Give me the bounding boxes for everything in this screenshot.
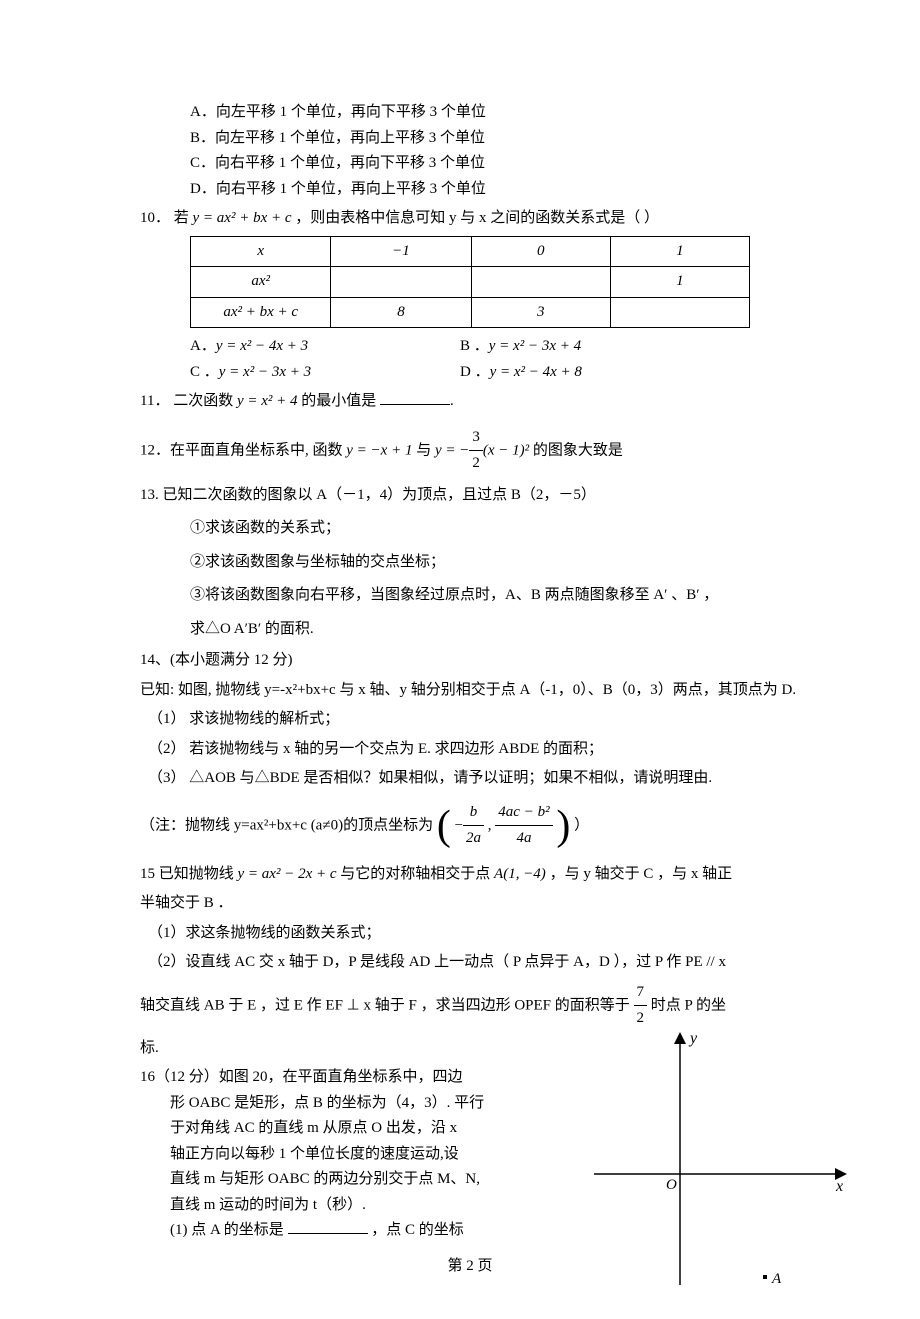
- q14-t: 14、(本小题满分 12 分): [140, 648, 800, 674]
- q15-A: A(1, −4): [494, 866, 546, 882]
- lparen-icon: (: [437, 805, 451, 847]
- q14-f1: b2a: [463, 800, 484, 852]
- rparen-icon: ): [556, 805, 570, 847]
- q15-frac: 72: [634, 980, 648, 1032]
- q15-pre: 15 已知抛物线: [140, 866, 238, 882]
- q14-p3: （3） △AOB 与△BDE 是否相似？如果相似，请予以证明；如果不相似，请说明…: [148, 766, 800, 792]
- q15-p2b: 轴交直线 AB 于 E ，过 E 作 EF ⊥ x 轴于 F ，求当四边形 OP…: [140, 980, 800, 1032]
- coord-figure: x y O A: [590, 1029, 850, 1289]
- q16-l2: 形 OABC 是矩形，点 B 的坐标为（4，3）. 平行: [170, 1091, 520, 1117]
- q15-l1: 15 已知抛物线 y = ax² − 2x + c 与它的对称轴相交于点 A(1…: [140, 862, 800, 888]
- q14-f1n: b: [463, 800, 484, 827]
- q10-d-e: y = x² − 4x + 8: [490, 364, 582, 380]
- t-r1c1: x: [191, 236, 331, 267]
- t-r3c4: [610, 297, 749, 328]
- q11: 11． 二次函数 y = x² + 4 的最小值是 .: [140, 389, 800, 415]
- q16-p1: (1) 点 A 的坐标是 ，点 C 的坐标: [170, 1218, 520, 1244]
- q10-a-e: y = x² − 4x + 3: [216, 338, 308, 354]
- t-r2c4: 1: [610, 267, 749, 298]
- q10-stem: 10． 若 y = ax² + bx + c ，则由表格中信息可知 y 与 x …: [140, 206, 800, 232]
- q14-s1: 已知: 如图, 抛物线 y=-x²+bx+c 与 x 轴、y 轴分别相交于点 A…: [140, 678, 800, 704]
- q13-p2: ②求该函数图象与坐标轴的交点坐标；: [190, 550, 800, 576]
- q15-p1: （1）求这条抛物线的函数关系式；: [148, 921, 800, 947]
- point-a-label: A: [771, 1271, 782, 1287]
- q11-blank: [380, 389, 450, 405]
- q14-f2n: 4ac − b²: [495, 800, 552, 827]
- q16-p1-pre: (1) 点 A 的坐标是: [170, 1222, 284, 1238]
- q16-l5: 直线 m 与矩形 OABC 的两边分别交于点 M、N,: [170, 1167, 520, 1193]
- t-r2c1: ax²: [191, 267, 331, 298]
- q12-frac-n: 3: [469, 425, 483, 452]
- q11-post: 的最小值是: [301, 393, 376, 409]
- q12-post: 的图象大致是: [533, 442, 623, 458]
- q12-mid: 与: [416, 442, 435, 458]
- q14-p2: （2） 若该抛物线与 x 轴的另一个交点为 E. 求四边形 ABDE 的面积；: [148, 737, 800, 763]
- q14-p1: （1） 求该抛物线的解析式；: [148, 707, 800, 733]
- q10-b-l: B ．: [460, 338, 489, 354]
- q13-p1: ①求该函数的关系式；: [190, 516, 800, 542]
- q15-mid2: ，与 y 轴交于 C ，与 x 轴正: [550, 866, 733, 882]
- q12-e1: y = −x + 1: [346, 442, 412, 458]
- q10-b-e: y = x² − 3x + 4: [489, 338, 581, 354]
- q15-expr: y = ax² − 2x + c: [238, 866, 337, 882]
- q15-l2: 半轴交于 B ．: [140, 891, 800, 917]
- q15-mid1: 与它的对称轴相交于点: [340, 866, 494, 882]
- q10-d-l: D ．: [460, 364, 490, 380]
- q16-l4: 轴正方向以每秒 1 个单位长度的速度运动,设: [170, 1142, 520, 1168]
- q15-p2a: （2）设直线 AC 交 x 轴于 D，P 是线段 AD 上一动点（ P 点异于 …: [148, 950, 800, 976]
- q11-expr: y = x² + 4: [237, 393, 298, 409]
- q15-p2b-pre: 轴交直线 AB 于 E ，过 E 作 EF ⊥ x 轴于 F ，求当四边形 OP…: [140, 997, 634, 1013]
- t-r3c1: ax² + bx + c: [191, 297, 331, 328]
- q15-fd: 2: [634, 1006, 648, 1032]
- q16-blank-a: [288, 1218, 368, 1234]
- q10-stem-expr: y = ax² + bx + c: [193, 210, 292, 226]
- q16-l3: 于对角线 AC 的直线 m 从原点 O 出发，沿 x: [170, 1116, 520, 1142]
- q9-opt-d: D．向右平移 1 个单位，再向上平移 3 个单位: [190, 177, 800, 203]
- t-r3c3: 3: [471, 297, 610, 328]
- q10-c-l: C ．: [190, 364, 219, 380]
- origin-label: O: [666, 1177, 677, 1193]
- q14-f1d: 2a: [463, 826, 484, 852]
- q10-a-l: A．: [190, 338, 216, 354]
- q13-stem: 13. 已知二次函数的图象以 A（－1，4）为顶点，且过点 B（2，－5）: [140, 483, 800, 509]
- q16-p1-mid: ，点 C 的坐标: [371, 1222, 464, 1238]
- q13-p3: ③将该函数图象向右平移，当图象经过原点时，A、B 两点随图象移至 A′ 、B′ …: [190, 583, 800, 609]
- q9-opt-c: C．向右平移 1 个单位，再向下平移 3 个单位: [190, 151, 800, 177]
- point-a-marker: [763, 1275, 767, 1279]
- t-r1c2: −1: [331, 236, 471, 267]
- t-r2c3: [471, 267, 610, 298]
- q14-note-pre: （注：抛物线 y=ax²+bx+c (a≠0)的顶点坐标为: [140, 817, 433, 833]
- q16-l6: 直线 m 运动的时间为 t（秒）.: [170, 1193, 520, 1219]
- q14-f2d: 4a: [495, 826, 552, 852]
- t-r1c3: 0: [471, 236, 610, 267]
- q9-opt-b: B．向左平移 1 个单位，再向上平移 3 个单位: [190, 126, 800, 152]
- t-r2c2: [331, 267, 471, 298]
- q10-row-ab: A．y = x² − 4x + 3 B ．y = x² − 3x + 4: [140, 334, 800, 360]
- t-r3c2: 8: [331, 297, 471, 328]
- q15-p2b-post: 时点 P 的坐: [651, 997, 726, 1013]
- t-r1c4: 1: [610, 236, 749, 267]
- q14-f2: 4ac − b²4a: [495, 800, 552, 852]
- q15-fn: 7: [634, 980, 648, 1007]
- q14-note: （注：抛物线 y=ax²+bx+c (a≠0)的顶点坐标为 ( −b2a , 4…: [140, 800, 800, 852]
- q11-pre: 11． 二次函数: [140, 393, 237, 409]
- q12: 12．在平面直角坐标系中, 函数 y = −x + 1 与 y = −32(x …: [140, 425, 800, 477]
- q12-e2b: (x − 1)²: [483, 442, 529, 458]
- q12-pre: 12．在平面直角坐标系中, 函数: [140, 442, 346, 458]
- q10-c-e: y = x² − 3x + 3: [219, 364, 311, 380]
- q10-table: x −1 0 1 ax² 1 ax² + bx + c 8 3: [190, 236, 750, 329]
- q10-stem-post: ，则由表格中信息可知 y 与 x 之间的函数关系式是（ ）: [295, 210, 659, 226]
- q13-p4: 求△O A′B′ 的面积.: [190, 617, 800, 643]
- q9-opt-a: A．向左平移 1 个单位，再向下平移 3 个单位: [190, 100, 800, 126]
- q12-frac: 32: [469, 425, 483, 477]
- x-axis-label: x: [835, 1178, 843, 1195]
- q12-e2a: y = −: [435, 442, 469, 458]
- q14-note-post: ）: [574, 817, 589, 833]
- q10-stem-pre: 10． 若: [140, 210, 193, 226]
- y-axis-label: y: [688, 1030, 698, 1047]
- q10-row-cd: C ．y = x² − 3x + 3 D ．y = x² − 4x + 8: [140, 360, 800, 386]
- q16-t: 16（12 分）如图 20，在平面直角坐标系中，四边: [140, 1065, 520, 1091]
- q12-frac-d: 2: [469, 451, 483, 477]
